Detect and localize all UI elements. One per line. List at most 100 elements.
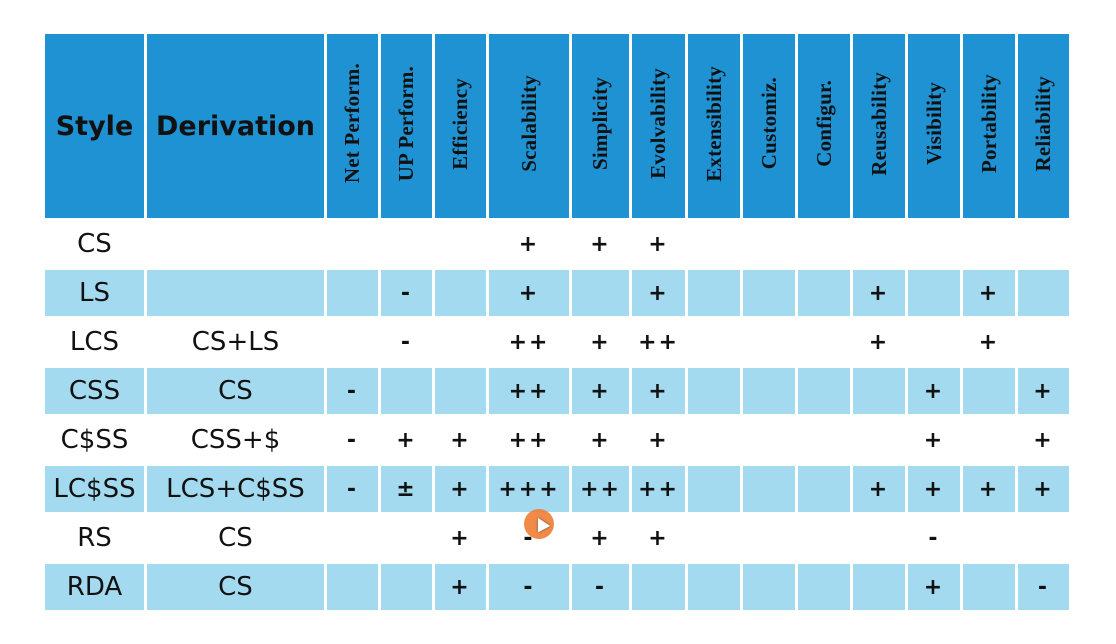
- property-header: Net Perform.: [327, 34, 378, 218]
- rating-cell: [1018, 270, 1069, 316]
- rating-cell: -: [327, 368, 378, 414]
- rating-cell: -: [381, 270, 432, 316]
- property-header: Extensibility: [688, 34, 740, 218]
- table-body: CS + + + LS - + + + + LCS CS+LS - ++ + ++ + + CSS CS - ++ + + + +…: [45, 221, 1069, 610]
- rating-cell: [963, 515, 1015, 561]
- property-header-label: Efficiency: [448, 77, 472, 170]
- rating-cell: [688, 368, 740, 414]
- rating-cell: [327, 319, 378, 365]
- rating-cell: +: [435, 564, 486, 610]
- rating-cell: +++: [489, 466, 569, 512]
- cursor-highlight: [524, 509, 554, 539]
- rating-cell: [381, 368, 432, 414]
- rating-cell: +: [853, 319, 905, 365]
- derivation-cell: CS: [147, 515, 324, 561]
- rating-cell: [743, 221, 795, 267]
- rating-cell: [632, 564, 685, 610]
- rating-cell: [1018, 221, 1069, 267]
- rating-cell: [963, 368, 1015, 414]
- rating-cell: +: [1018, 368, 1069, 414]
- rating-cell: +: [908, 417, 960, 463]
- rating-cell: +: [489, 221, 569, 267]
- derivation-cell: CS: [147, 368, 324, 414]
- rating-cell: +: [853, 466, 905, 512]
- property-header-label: Customiz.: [756, 77, 781, 170]
- property-header-label: Visibility: [921, 82, 946, 165]
- property-header: Efficiency: [435, 34, 486, 218]
- table-row: RDA CS + - - + -: [45, 564, 1069, 610]
- rating-cell: [688, 417, 740, 463]
- rating-cell: -: [327, 466, 378, 512]
- rating-cell: ±: [381, 466, 432, 512]
- rating-cell: -: [572, 564, 629, 610]
- property-header: Customiz.: [743, 34, 795, 218]
- rating-cell: [435, 270, 486, 316]
- rating-cell: ++: [489, 417, 569, 463]
- rating-cell: [798, 270, 850, 316]
- style-cell: CSS: [45, 368, 144, 414]
- rating-cell: [798, 417, 850, 463]
- rating-cell: [688, 221, 740, 267]
- rating-cell: +: [572, 319, 629, 365]
- rating-cell: [327, 270, 378, 316]
- rating-cell: +: [963, 466, 1015, 512]
- property-header-label: Extensibility: [701, 65, 726, 182]
- rating-cell: [963, 417, 1015, 463]
- rating-cell: +: [908, 368, 960, 414]
- rating-cell: ++: [572, 466, 629, 512]
- rating-cell: [798, 564, 850, 610]
- property-header: Portability: [963, 34, 1015, 218]
- rating-cell: [327, 564, 378, 610]
- rating-cell: [381, 221, 432, 267]
- rating-cell: [853, 515, 905, 561]
- rating-cell: +: [853, 270, 905, 316]
- rating-cell: [963, 564, 1015, 610]
- rating-cell: +: [963, 319, 1015, 365]
- property-header: Evolvability: [632, 34, 685, 218]
- header-row: Style Derivation Net Perform. UP Perform.…: [45, 34, 1069, 218]
- property-header: Visibility: [908, 34, 960, 218]
- rating-cell: [743, 368, 795, 414]
- rating-cell: [1018, 515, 1069, 561]
- rating-cell: +: [381, 417, 432, 463]
- rating-cell: [743, 466, 795, 512]
- table-row: CS + + +: [45, 221, 1069, 267]
- rating-cell: +: [572, 417, 629, 463]
- rating-cell: [743, 270, 795, 316]
- property-header: Reusability: [853, 34, 905, 218]
- style-cell: LC$SS: [45, 466, 144, 512]
- rating-cell: +: [572, 368, 629, 414]
- rating-cell: [688, 564, 740, 610]
- rating-cell: [327, 515, 378, 561]
- rating-cell: [853, 417, 905, 463]
- style-cell: RS: [45, 515, 144, 561]
- rating-cell: [688, 270, 740, 316]
- rating-cell: [798, 221, 850, 267]
- rating-cell: +: [632, 221, 685, 267]
- rating-cell: +: [632, 270, 685, 316]
- rating-cell: +: [1018, 466, 1069, 512]
- rating-cell: [908, 319, 960, 365]
- rating-cell: [908, 270, 960, 316]
- table-row: LC$SS LCS+C$SS - ± + +++ ++ ++ + + + +: [45, 466, 1069, 512]
- rating-cell: [908, 221, 960, 267]
- rating-cell: +: [435, 417, 486, 463]
- rating-cell: [688, 319, 740, 365]
- rating-cell: [327, 221, 378, 267]
- table-row: RS CS + - + + -: [45, 515, 1069, 561]
- property-header-label: Configur.: [811, 80, 836, 167]
- rating-cell: +: [489, 270, 569, 316]
- rating-cell: [1018, 319, 1069, 365]
- rating-cell: [688, 466, 740, 512]
- property-header: Reliability: [1018, 34, 1069, 218]
- derivation-cell: CS+LS: [147, 319, 324, 365]
- rating-cell: [798, 319, 850, 365]
- rating-cell: -: [327, 417, 378, 463]
- property-header-label: UP Perform.: [394, 65, 418, 182]
- rating-cell: +: [435, 515, 486, 561]
- rating-cell: +: [572, 221, 629, 267]
- rating-cell: +: [435, 466, 486, 512]
- rating-cell: +: [963, 270, 1015, 316]
- rating-cell: ++: [489, 319, 569, 365]
- derivation-cell: [147, 221, 324, 267]
